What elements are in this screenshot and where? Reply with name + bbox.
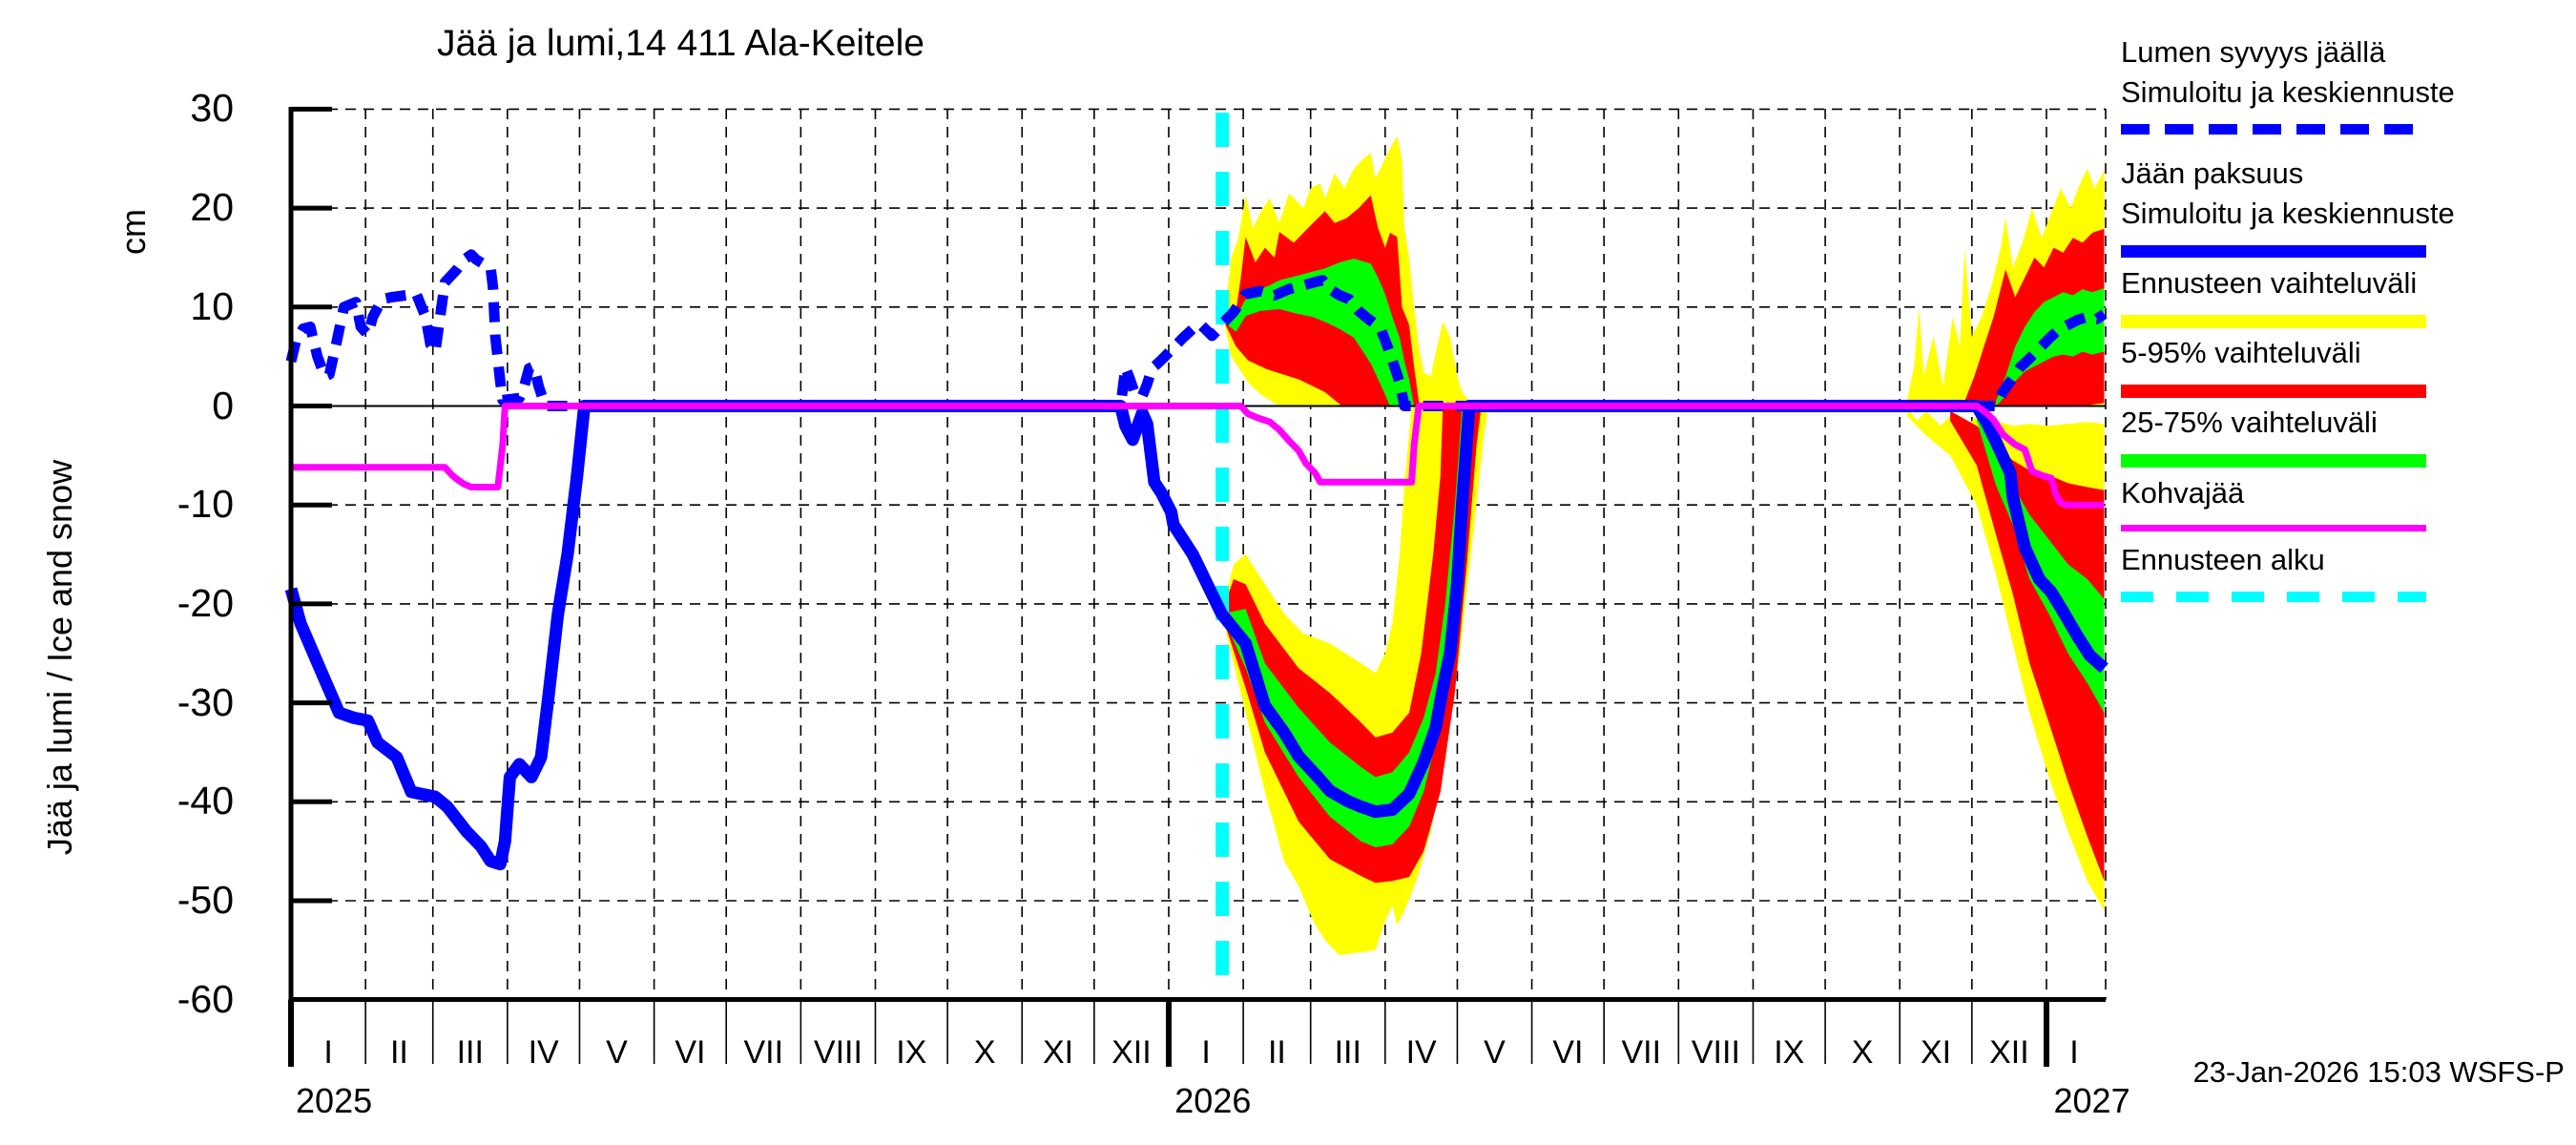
band-ice2027_5_95 [1950, 410, 2105, 882]
y-tick-label: 30 [190, 86, 234, 131]
month-label: IX [1774, 1034, 1805, 1071]
year-label: 2026 [1174, 1081, 1252, 1120]
band-snow2026_25_75 [1224, 259, 1415, 406]
series-ice_thickness_median [284, 400, 2109, 871]
month-label: VII [1621, 1034, 1662, 1071]
y-tick-label: 20 [190, 185, 234, 230]
legend-label: Ennusteen vaihteluväli [2121, 266, 2418, 300]
month-label: XI [1920, 1034, 1952, 1071]
y-tick-label: -20 [177, 580, 234, 625]
legend-sample-dashed-cyan [2121, 592, 2426, 602]
month-label: I [1201, 1034, 1211, 1071]
month-label: X [1851, 1034, 1874, 1071]
legend-label: Lumen syvyys jäällä [2121, 35, 2386, 69]
month-label: VI [1552, 1034, 1584, 1071]
legend-sample-solid [2121, 245, 2426, 258]
month-label: XII [1111, 1034, 1152, 1071]
legend-label: 25-75% vaihteluväli [2121, 406, 2378, 439]
month-label: X [973, 1034, 996, 1071]
y-tick-label: -30 [177, 679, 234, 724]
series-snow_depth_median [285, 249, 2108, 411]
month-label: IX [896, 1034, 927, 1071]
month-label: I [323, 1034, 333, 1071]
month-label: VIII [813, 1034, 862, 1071]
legend-sample-bar [2121, 454, 2426, 468]
chart-title: Jää ja lumi,14 411 Ala-Keitele [437, 23, 924, 64]
y-tick-label: 10 [190, 283, 234, 328]
legend-label: Simuloitu ja keskiennuste [2121, 75, 2455, 109]
month-label: VII [743, 1034, 784, 1071]
month-label: V [1484, 1034, 1506, 1071]
legend-sample-dashed [2121, 124, 2426, 135]
month-label: I [2069, 1034, 2079, 1071]
legend-label: Jään paksuus [2121, 156, 2304, 190]
month-label: III [1334, 1034, 1361, 1071]
month-label: IV [528, 1034, 559, 1071]
legend-label: Ennusteen alku [2121, 543, 2325, 576]
series-kohvajaa [291, 403, 2105, 509]
timestamp: 23-Jan-2026 15:03 WSFS-P [2192, 1055, 2565, 1089]
month-label: II [389, 1034, 408, 1071]
month-label: VIII [1691, 1034, 1740, 1071]
month-label: XII [1989, 1034, 2029, 1071]
legend-sample-bar [2121, 315, 2426, 328]
month-label: XI [1042, 1034, 1074, 1071]
legend-label: 5-95% vaihteluväli [2121, 336, 2361, 369]
month-label: VI [675, 1034, 706, 1071]
y-axis-label: Jää ja lumi / Ice and snow [40, 459, 79, 856]
month-label: V [606, 1034, 628, 1071]
legend-sample-thinline [2121, 525, 2426, 531]
y-tick-label: -60 [177, 976, 234, 1021]
legend-label: Kohvajää [2121, 476, 2245, 510]
legend: Lumen syvyys jäällä Simuloitu ja keskienn… [2121, 0, 2576, 668]
y-tick-label: 0 [212, 383, 234, 427]
y-tick-label: -50 [177, 878, 234, 922]
year-label: 2027 [2053, 1081, 2130, 1120]
legend-label: Simuloitu ja keskiennuste [2121, 197, 2455, 230]
y-tick-label: -10 [177, 482, 234, 527]
legend-sample-bar [2121, 385, 2426, 398]
month-label: II [1267, 1034, 1286, 1071]
month-label: III [456, 1034, 484, 1071]
y-tick-label: -40 [177, 779, 234, 823]
month-label: IV [1405, 1034, 1437, 1071]
year-label: 2025 [296, 1081, 373, 1120]
